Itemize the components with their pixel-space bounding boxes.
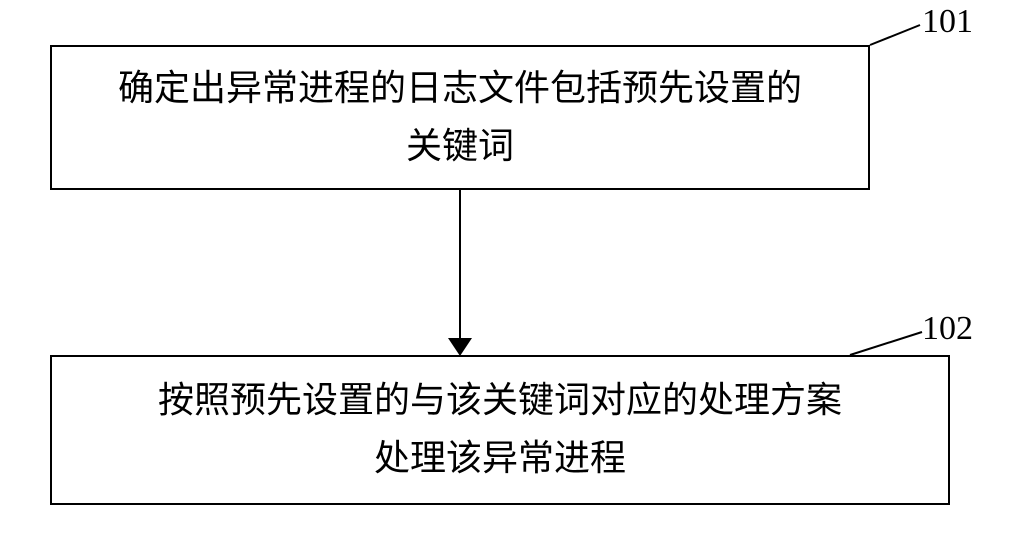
flowchart-container: 确定出异常进程的日志文件包括预先设置的关键词 101 按照预先设置的与该关键词对… — [0, 0, 1036, 548]
flowchart-node-1: 确定出异常进程的日志文件包括预先设置的关键词 — [50, 45, 870, 190]
label-102: 102 — [922, 310, 973, 348]
node-2-text: 按照预先设置的与该关键词对应的处理方案处理该异常进程 — [158, 372, 842, 487]
label-102-text: 102 — [922, 310, 973, 347]
arrow-1-head — [448, 338, 472, 356]
flowchart-node-2: 按照预先设置的与该关键词对应的处理方案处理该异常进程 — [50, 355, 950, 505]
label-101: 101 — [922, 3, 973, 41]
node-1-text: 确定出异常进程的日志文件包括预先设置的关键词 — [118, 60, 802, 175]
arrow-1-line — [459, 190, 461, 338]
label-101-text: 101 — [922, 3, 973, 40]
